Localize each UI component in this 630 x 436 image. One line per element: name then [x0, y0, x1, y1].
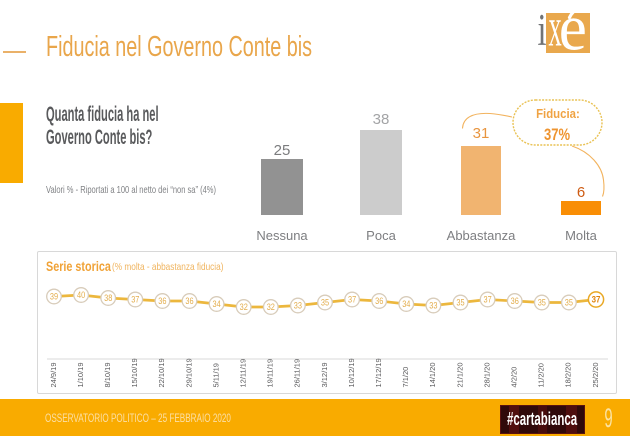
svg-text:35: 35 — [538, 298, 546, 308]
svg-text:29/10/19: 29/10/19 — [184, 358, 193, 387]
svg-text:15/10/19: 15/10/19 — [130, 358, 139, 387]
svg-text:39: 39 — [50, 292, 58, 302]
svg-text:x: x — [549, 0, 562, 58]
svg-text:7/1/20: 7/1/20 — [401, 367, 410, 388]
svg-text:i: i — [538, 6, 547, 55]
svg-text:34: 34 — [213, 299, 221, 309]
svg-text:33: 33 — [294, 301, 302, 311]
svg-text:37: 37 — [348, 295, 356, 305]
svg-text:24/9/19: 24/9/19 — [49, 362, 58, 387]
svg-text:40: 40 — [77, 290, 85, 300]
svg-text:12/11/19: 12/11/19 — [239, 359, 248, 388]
svg-text:32: 32 — [240, 302, 248, 312]
svg-text:18/2/20: 18/2/20 — [564, 362, 573, 387]
svg-text:1/10/19: 1/10/19 — [76, 362, 85, 387]
svg-text:38: 38 — [104, 293, 112, 303]
svg-text:35: 35 — [321, 298, 329, 308]
svg-text:34: 34 — [402, 299, 410, 309]
svg-text:37: 37 — [484, 295, 492, 305]
svg-text:28/1/20: 28/1/20 — [482, 362, 491, 387]
svg-text:22/10/19: 22/10/19 — [157, 358, 166, 387]
svg-text:25/2/20: 25/2/20 — [591, 362, 600, 387]
svg-text:37: 37 — [131, 295, 139, 305]
svg-text:37: 37 — [592, 294, 601, 305]
svg-text:19/11/19: 19/11/19 — [266, 359, 275, 388]
svg-text:36: 36 — [158, 296, 166, 306]
svg-text:21/1/20: 21/1/20 — [455, 362, 464, 387]
svg-text:33: 33 — [429, 301, 437, 311]
svg-text:32: 32 — [267, 302, 275, 312]
svg-text:8/10/19: 8/10/19 — [103, 362, 112, 387]
svg-text:26/11/19: 26/11/19 — [293, 359, 302, 388]
svg-text:14/1/20: 14/1/20 — [428, 362, 437, 387]
svg-text:17/12/19: 17/12/19 — [374, 358, 383, 387]
svg-text:36: 36 — [185, 296, 193, 306]
svg-text:11/2/20: 11/2/20 — [537, 363, 546, 387]
svg-text:5/11/19: 5/11/19 — [211, 363, 220, 387]
svg-text:36: 36 — [375, 296, 383, 306]
svg-text:35: 35 — [565, 298, 573, 308]
svg-text:10/12/19: 10/12/19 — [347, 358, 356, 387]
svg-text:35: 35 — [456, 298, 464, 308]
svg-text:4/2/20: 4/2/20 — [510, 367, 519, 388]
svg-text:3/12/19: 3/12/19 — [320, 362, 329, 387]
svg-text:36: 36 — [511, 296, 519, 306]
